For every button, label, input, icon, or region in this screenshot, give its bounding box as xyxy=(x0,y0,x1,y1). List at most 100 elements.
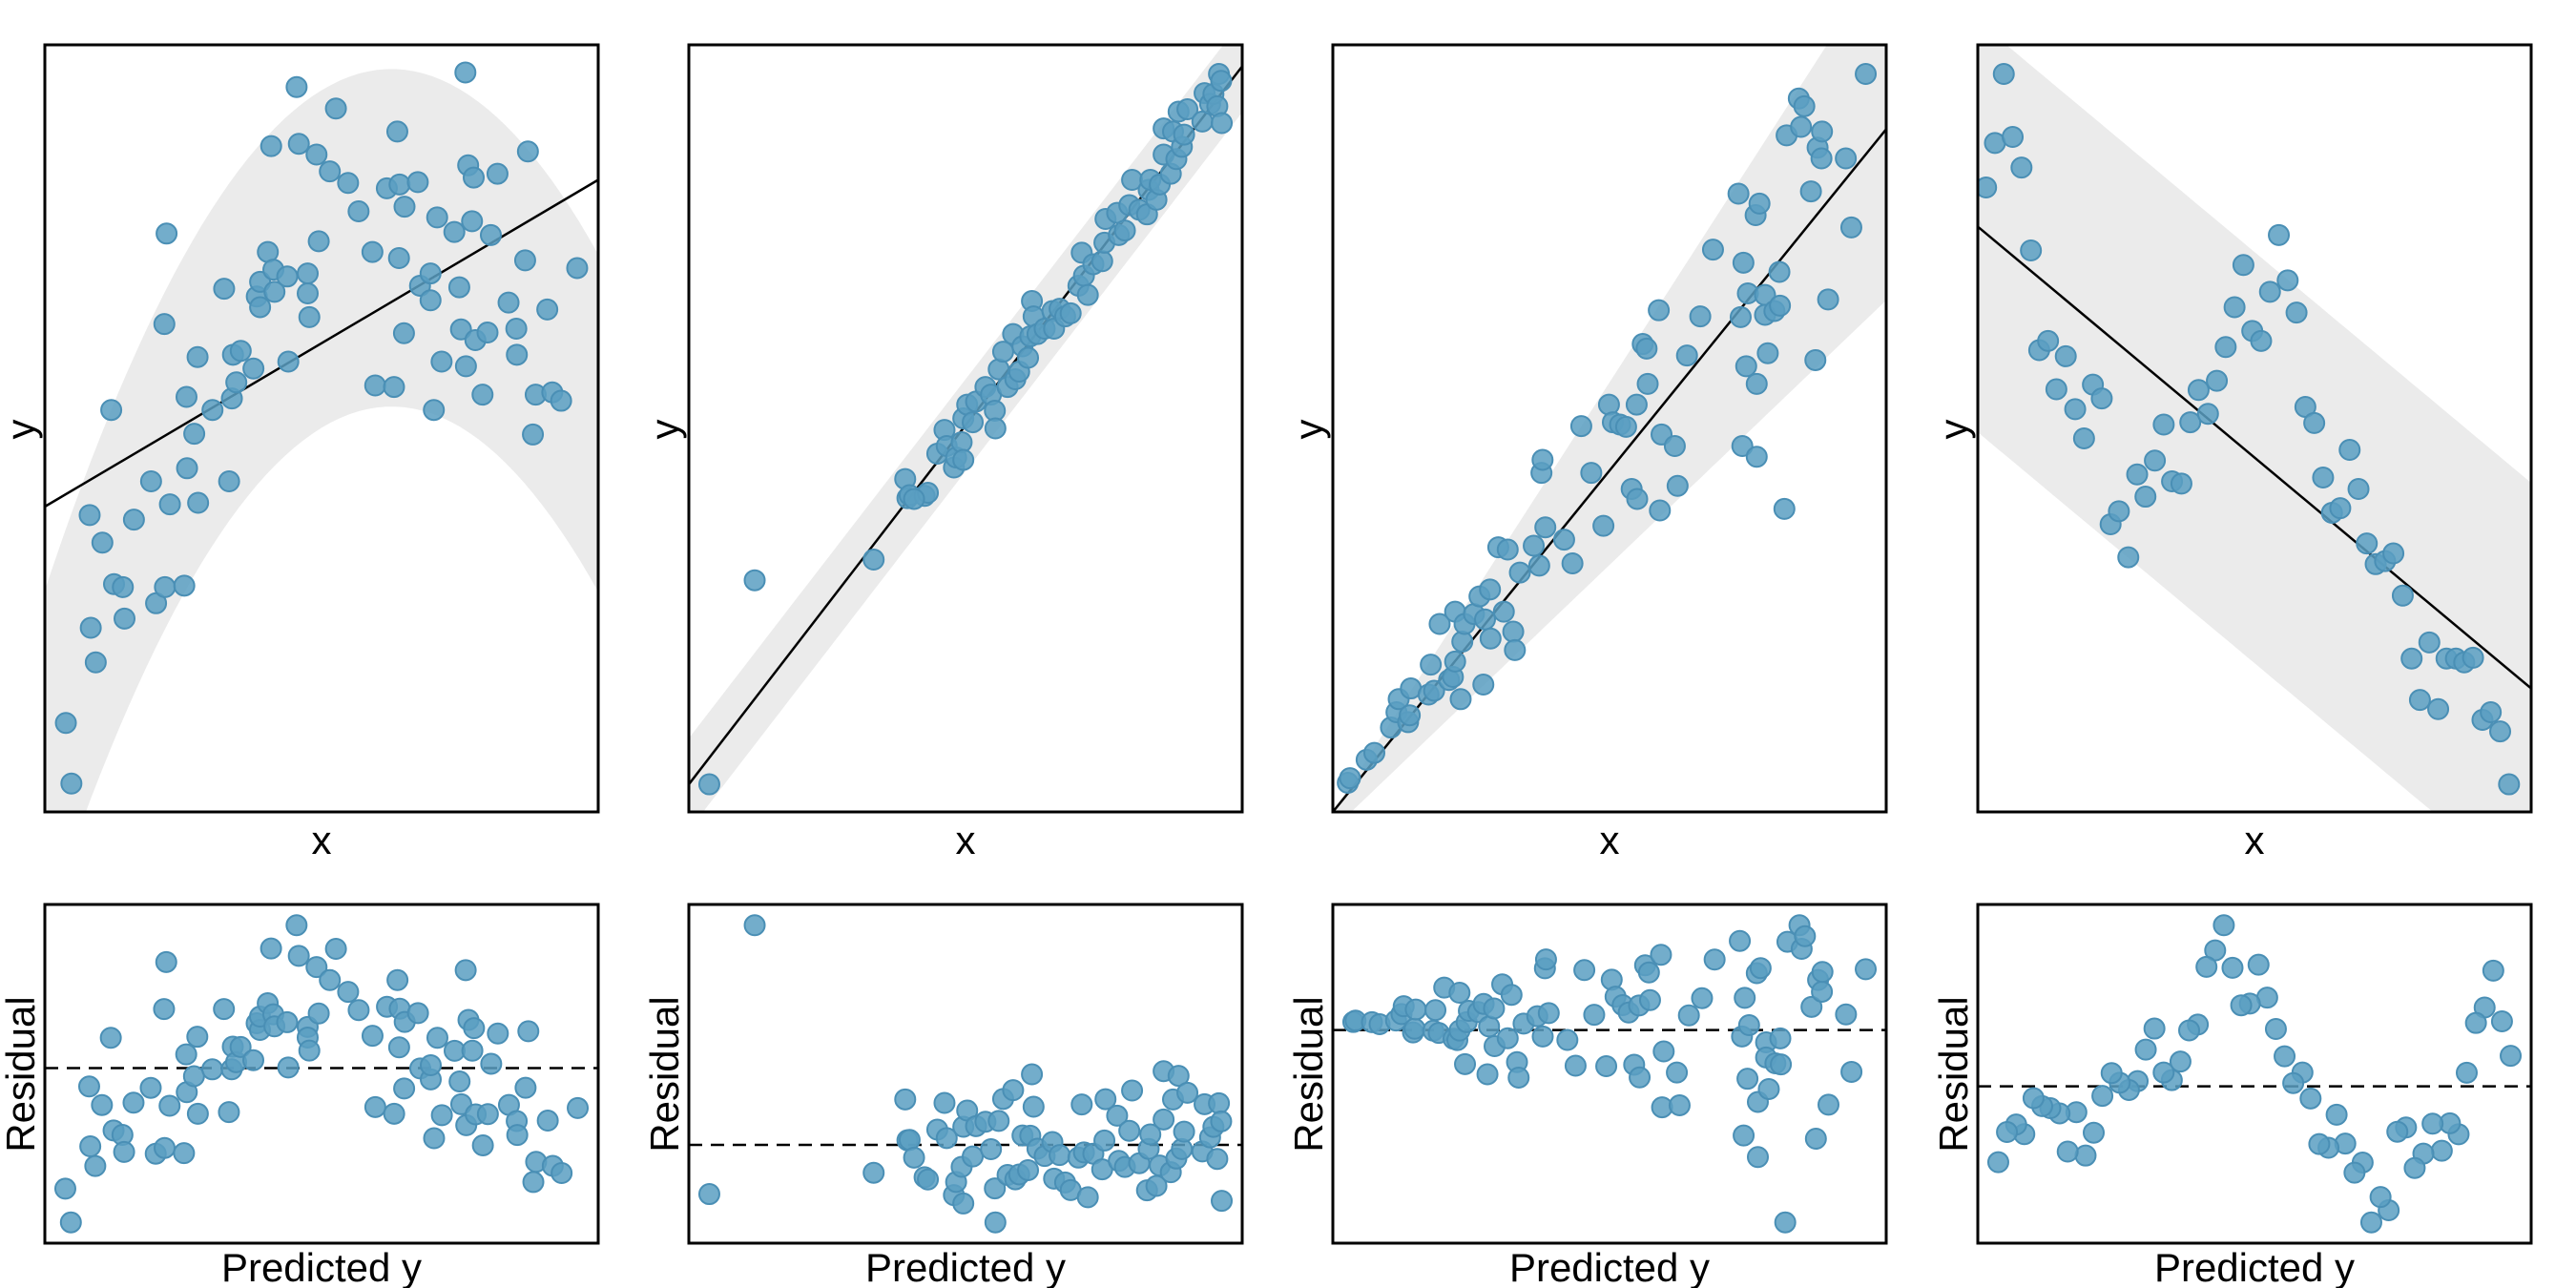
data-point xyxy=(100,399,123,422)
data-point xyxy=(1799,180,1822,203)
data-point xyxy=(2037,329,2060,352)
data-point xyxy=(2134,486,2157,509)
data-point xyxy=(2329,497,2352,520)
data-point xyxy=(486,162,509,185)
residual-point xyxy=(426,1027,448,1049)
residual-point xyxy=(1049,1144,1071,1167)
data-point xyxy=(2223,296,2246,319)
residual-point xyxy=(935,1127,958,1150)
data-point xyxy=(60,772,83,795)
data-point xyxy=(1839,216,1862,239)
data-point xyxy=(962,411,985,434)
residual-point xyxy=(862,1161,885,1184)
data-point xyxy=(183,423,206,446)
data-point xyxy=(1428,613,1451,635)
residual-point xyxy=(285,914,308,937)
top-ylabel-1: y xyxy=(0,420,43,440)
residual-point xyxy=(173,1142,196,1165)
data-point xyxy=(1756,342,1779,364)
data-point xyxy=(1173,123,1195,146)
residual-point xyxy=(2421,1112,2444,1135)
residual-point xyxy=(448,1070,471,1093)
residual-point xyxy=(2056,1140,2079,1163)
residual-point xyxy=(2100,1062,2123,1085)
data-point xyxy=(139,469,162,492)
data-point xyxy=(2347,478,2370,501)
data-point xyxy=(1420,654,1443,676)
residual-point xyxy=(1478,1015,1501,1038)
data-point xyxy=(2303,411,2326,434)
top-xlabel-1: x xyxy=(312,818,332,862)
residual-point xyxy=(1496,1027,1519,1049)
data-point xyxy=(1472,674,1495,696)
residual-point xyxy=(319,968,342,991)
residual-point xyxy=(155,950,177,973)
data-point xyxy=(984,417,1007,440)
data-point xyxy=(2054,344,2077,367)
residual-point xyxy=(522,1171,545,1194)
data-point xyxy=(2179,411,2202,434)
residual-point xyxy=(2247,953,2270,976)
residual-point xyxy=(1173,1120,1195,1143)
data-point xyxy=(305,143,328,166)
residual-point xyxy=(917,1168,940,1191)
residual-point xyxy=(2230,994,2253,1017)
data-point xyxy=(506,343,529,366)
data-point xyxy=(2276,269,2299,292)
data-point xyxy=(419,289,442,312)
prediction-band xyxy=(1978,45,2531,812)
data-point xyxy=(2250,329,2273,352)
residual-point xyxy=(1677,1004,1700,1027)
residual-point xyxy=(471,1133,494,1156)
residual-point xyxy=(1811,961,1834,984)
data-point xyxy=(297,262,319,285)
residual-point xyxy=(305,956,328,979)
residual-point xyxy=(2455,1061,2478,1084)
data-point xyxy=(1729,305,1752,328)
residual-point xyxy=(2308,1132,2331,1155)
residual-point xyxy=(1206,1148,1229,1171)
data-point xyxy=(337,172,360,195)
residual-point xyxy=(1093,1129,1116,1152)
residual-panel-3 xyxy=(1331,903,1888,1245)
data-point xyxy=(122,509,145,531)
data-point xyxy=(991,341,1014,364)
residual-point xyxy=(1176,1081,1199,1104)
data-point xyxy=(1076,283,1099,306)
data-point xyxy=(2258,280,2281,303)
residual-panel-4 xyxy=(1976,903,2533,1245)
data-point xyxy=(276,265,299,288)
data-point xyxy=(454,61,477,84)
residual-xlabel-2: Predicted y xyxy=(865,1245,1066,1288)
residual-point xyxy=(1650,944,1672,966)
regression-line xyxy=(45,178,598,509)
data-point xyxy=(1625,393,1648,416)
data-point xyxy=(2382,542,2405,565)
residual-point xyxy=(1139,1123,1162,1146)
residual-point xyxy=(2264,1018,2287,1041)
data-point xyxy=(1017,346,1040,369)
residual-point xyxy=(2221,956,2244,979)
residual-point xyxy=(2464,1011,2487,1034)
top-ylabel-2: y xyxy=(642,420,687,440)
top-xlabel-3: x xyxy=(1600,818,1620,862)
data-point xyxy=(513,249,536,272)
residual-point xyxy=(175,1043,197,1066)
residual-point xyxy=(242,1049,265,1071)
residual-point xyxy=(743,914,766,937)
residual-point xyxy=(1537,1002,1560,1025)
residual-point xyxy=(419,1054,442,1077)
data-point xyxy=(2108,500,2130,523)
data-point xyxy=(347,199,370,222)
data-point xyxy=(1855,63,1878,86)
residual-point xyxy=(2274,1045,2296,1068)
data-point xyxy=(447,276,470,299)
residual-point xyxy=(2430,1139,2453,1162)
data-point xyxy=(319,160,342,183)
data-point xyxy=(277,350,300,373)
data-point xyxy=(2480,700,2503,723)
residual-point xyxy=(2022,1087,2045,1110)
residual-point xyxy=(2299,1087,2322,1110)
residual-panel-1 xyxy=(43,903,600,1245)
residual-point xyxy=(1167,1065,1190,1088)
